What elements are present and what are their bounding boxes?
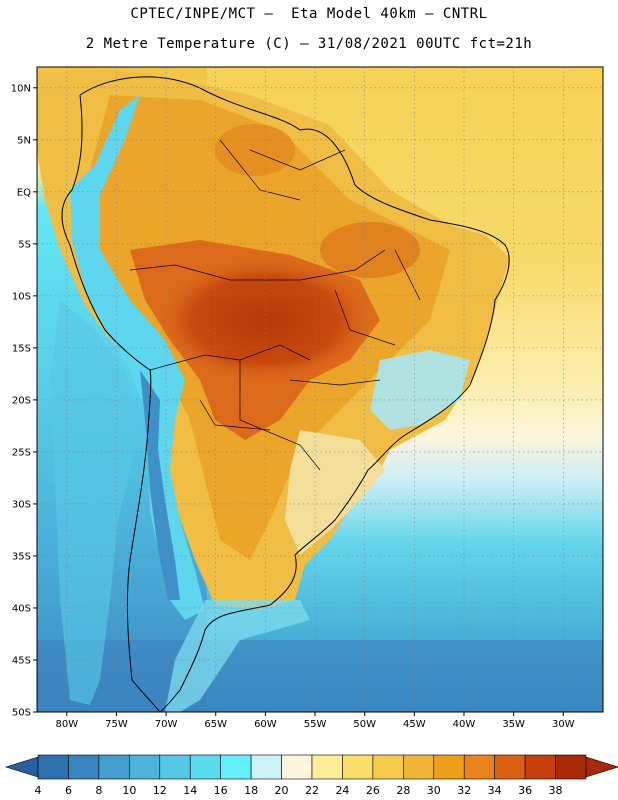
colorbar-label: 26	[366, 784, 380, 797]
lat-tick-label: 45S	[12, 655, 31, 666]
title-line-2: 2 Metre Temperature (C) – 31/08/2021 00U…	[85, 36, 533, 52]
colorbar-label: 38	[549, 784, 563, 797]
andes-cold-band	[70, 95, 205, 620]
colorbar-label: 18	[244, 784, 258, 797]
colorbar-label: 22	[305, 784, 319, 797]
title-line-1: CPTEC/INPE/MCT – Eta Model 40km – CNTRL	[130, 6, 488, 22]
lat-tick-label: 5N	[17, 135, 31, 146]
lat-tick-label: 25S	[12, 447, 31, 458]
colorbar-label: 20	[275, 784, 289, 797]
patagonia-cool	[165, 600, 310, 712]
colorbar-swatch	[524, 754, 556, 780]
colorbar-swatch	[403, 754, 435, 780]
lon-tick-label: 60W	[254, 719, 277, 730]
andes-coldest-peaks	[140, 370, 180, 600]
latitude-axis: 10N 5N EQ 5S 10S 15S 20S 25S 30S 35S 40S 45S 50S	[11, 83, 37, 719]
colorbar-label: 8	[95, 784, 102, 797]
lon-tick-label: 50W	[353, 719, 376, 730]
lon-tick-label: 70W	[155, 719, 178, 730]
colorbar-label: 24	[335, 784, 349, 797]
mild-region-south	[285, 430, 385, 555]
colorbar-label: 36	[518, 784, 532, 797]
lat-tick-label: 10S	[12, 291, 31, 302]
colorbar-label: 16	[214, 784, 228, 797]
colorbar-swatch	[250, 754, 282, 780]
pacific-coastal-cool	[50, 300, 140, 705]
coastline	[61, 76, 510, 712]
colorbar-swatch	[433, 754, 465, 780]
lon-tick-label: 35W	[502, 719, 525, 730]
colorbar-label: 28	[396, 784, 410, 797]
hot-region-northeast	[320, 222, 420, 278]
lat-tick-label: 20S	[12, 395, 31, 406]
colorbar-swatch	[463, 754, 495, 780]
temperature-map	[37, 67, 603, 712]
southern-cold-water	[37, 640, 603, 712]
colorbar-swatch	[68, 754, 100, 780]
colorbar-high-arrow	[585, 756, 618, 778]
lat-tick-label: 5S	[18, 239, 31, 250]
lat-tick-label: 50S	[12, 708, 31, 719]
lon-tick-label: 45W	[403, 719, 426, 730]
colorbar-swatch	[129, 754, 161, 780]
map-frame	[36, 66, 604, 713]
colorbar-swatch	[494, 754, 526, 780]
colorbar-swatch	[220, 754, 252, 780]
colorbar-swatch	[37, 754, 69, 780]
country-borders	[129, 139, 421, 471]
colorbar-label: 10	[122, 784, 136, 797]
colorbar-label: 32	[457, 784, 471, 797]
colorbar-swatch	[159, 754, 191, 780]
lat-tick-label: 15S	[12, 343, 31, 354]
lon-tick-label: 65W	[204, 719, 227, 730]
hottest-core	[160, 258, 370, 382]
lon-tick-label: 75W	[105, 719, 128, 730]
cool-coast-southeast	[370, 350, 470, 430]
lon-tick-label: 80W	[55, 719, 78, 730]
lon-tick-label: 30W	[552, 719, 575, 730]
lon-tick-label: 55W	[304, 719, 327, 730]
colorbar-swatch	[281, 754, 313, 780]
lon-tick-label: 40W	[453, 719, 476, 730]
colorbar-label: 12	[153, 784, 167, 797]
colorbar-swatch	[189, 754, 221, 780]
lat-tick-label: 10N	[11, 83, 31, 94]
lat-tick-label: 40S	[12, 603, 31, 614]
colorbar-low-arrow	[4, 756, 39, 778]
colorbar-swatch	[372, 754, 404, 780]
colorbar-swatch	[98, 754, 130, 780]
lat-tick-label: 35S	[12, 551, 31, 562]
longitude-axis: 80W 75W 70W 65W 60W 55W 50W 45W 40W 35W 30W	[55, 712, 575, 730]
lat-tick-label: EQ	[17, 187, 31, 198]
colorbar-swatch	[311, 754, 343, 780]
colorbar-swatch	[342, 754, 374, 780]
hot-region-north	[215, 124, 295, 176]
colorbar-swatch	[555, 754, 587, 780]
colorbar-label: 14	[183, 784, 197, 797]
colorbar-label: 30	[427, 784, 441, 797]
colorbar-label: 4	[35, 784, 42, 797]
colorbar: 4 6 8 10 12 14 16 18 20 22 24 26 28 30 32 34 36 38	[4, 754, 618, 797]
lat-tick-label: 30S	[12, 499, 31, 510]
colorbar-label: 6	[65, 784, 72, 797]
colorbar-label: 34	[488, 784, 502, 797]
